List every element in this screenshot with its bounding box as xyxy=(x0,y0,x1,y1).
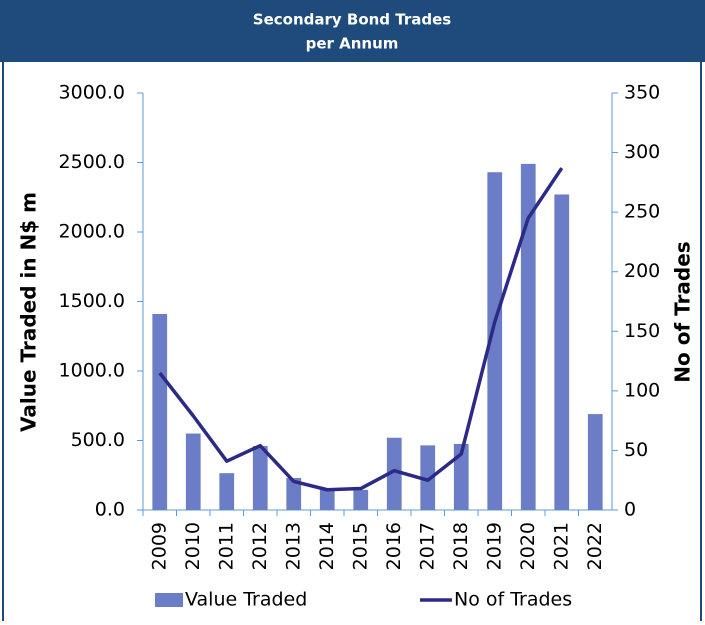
y-tick-label: 2500.0 xyxy=(59,151,125,173)
x-tick-label: 2009 xyxy=(148,522,170,570)
y2-tick-label: 100 xyxy=(624,379,660,401)
y-tick-label: 1500.0 xyxy=(59,290,125,312)
bar xyxy=(286,478,302,510)
x-tick-label: 2017 xyxy=(416,522,438,570)
bar xyxy=(487,172,503,511)
x-tick-label: 2022 xyxy=(584,522,606,570)
x-tick-label: 2016 xyxy=(383,522,405,570)
x-tick-label: 2021 xyxy=(550,522,572,570)
bar xyxy=(554,194,570,510)
y2-tick-label: 250 xyxy=(624,201,660,223)
legend-label: Value Traded xyxy=(185,589,307,611)
y2-tick-label: 50 xyxy=(624,439,648,461)
legend-label: No of Trades xyxy=(454,589,572,611)
legend-swatch xyxy=(155,593,183,607)
bar xyxy=(453,443,469,510)
y2-axis-title: No of Trades xyxy=(671,241,695,382)
bar xyxy=(353,489,369,510)
chart-subtitle: per Annum xyxy=(306,35,399,53)
bar xyxy=(520,163,536,510)
y-tick-label: 500.0 xyxy=(71,429,125,451)
y2-tick-label: 300 xyxy=(624,141,660,163)
x-tick-label: 2011 xyxy=(215,522,237,570)
x-tick-label: 2015 xyxy=(349,522,371,570)
x-tick-label: 2013 xyxy=(282,522,304,570)
bar xyxy=(185,433,201,510)
bar xyxy=(219,473,235,510)
y2-tick-label: 200 xyxy=(624,260,660,282)
line xyxy=(158,167,564,492)
x-tick-label: 2019 xyxy=(483,522,505,570)
bar xyxy=(152,314,168,510)
y-tick-label: 0.0 xyxy=(95,499,125,521)
x-tick-label: 2014 xyxy=(316,522,338,570)
y-axis-title: Value Traded in N$ m xyxy=(17,192,41,432)
x-tick-label: 2018 xyxy=(450,522,472,570)
y-tick-label: 3000.0 xyxy=(59,82,125,104)
header-band xyxy=(0,0,705,62)
x-tick-label: 2012 xyxy=(249,522,271,570)
y-tick-label: 2000.0 xyxy=(59,221,125,243)
y2-tick-label: 0 xyxy=(624,499,636,521)
bar xyxy=(252,446,268,510)
x-tick-label: 2020 xyxy=(517,522,539,570)
y2-tick-label: 150 xyxy=(624,320,660,342)
y-tick-label: 1000.0 xyxy=(59,360,125,382)
chart-title: Secondary Bond Trades xyxy=(253,11,451,29)
bar xyxy=(587,414,603,510)
y2-tick-label: 350 xyxy=(624,82,660,104)
bar xyxy=(319,489,335,510)
bar xyxy=(420,445,436,510)
bar xyxy=(386,437,402,510)
x-tick-label: 2010 xyxy=(182,522,204,570)
